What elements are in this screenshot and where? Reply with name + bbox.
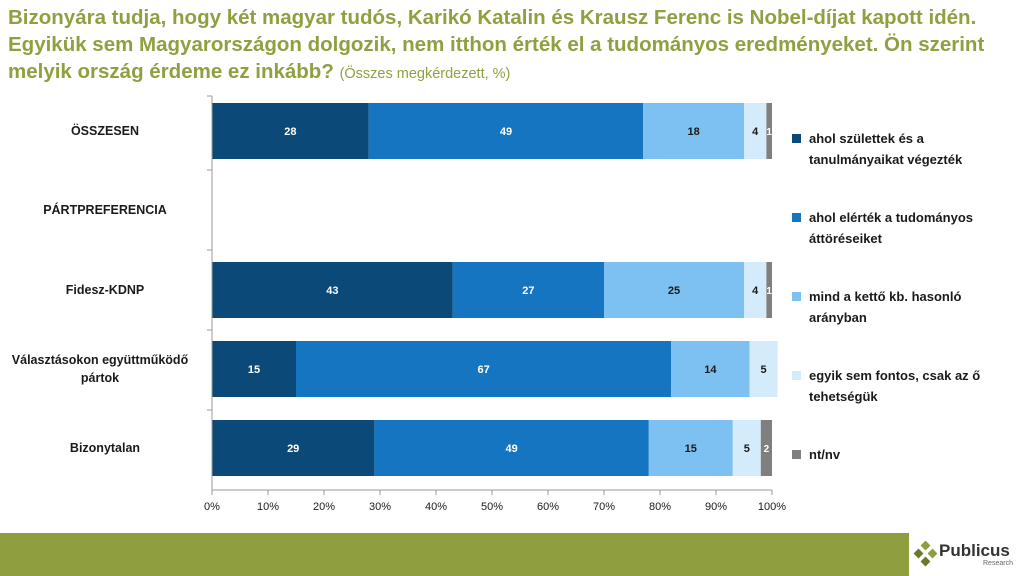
bar-segment <box>760 420 772 476</box>
data-label: 28 <box>284 126 296 138</box>
x-tick-label: 30% <box>369 501 391 513</box>
bar-segment <box>766 103 772 159</box>
x-tick-label: 70% <box>593 501 615 513</box>
data-label: 5 <box>744 443 750 455</box>
data-label: 1 <box>766 127 772 138</box>
legend-label: egyik sem fontos, csak az ő tehetségük <box>809 368 981 404</box>
stacked-bar-chart: 28 49 18 4 143 27 25 4 115 67 14 529 49 15 5 20% 10% 20% 3… <box>204 95 786 513</box>
legend-swatch <box>792 134 801 143</box>
data-label: 18 <box>687 126 699 138</box>
data-label: 29 <box>287 443 299 455</box>
x-tick-label: 60% <box>537 501 559 513</box>
bar-segment <box>744 262 767 318</box>
legend-label: nt/nv <box>809 447 841 462</box>
bar-segment <box>671 341 750 397</box>
publicus-logo-icon <box>913 541 938 567</box>
chart-title-main: Bizonyára tudja, hogy két magyar tudós, … <box>8 6 985 83</box>
data-label: 14 <box>704 364 717 376</box>
bar-segment <box>643 103 744 159</box>
data-label: 4 <box>752 126 759 138</box>
bar-segment <box>766 262 772 318</box>
brand-name: Publicus <box>939 541 1010 560</box>
x-tick-label: 90% <box>705 501 727 513</box>
bar-segment <box>604 262 744 318</box>
data-label: 25 <box>668 285 680 297</box>
data-label: 43 <box>326 285 338 297</box>
legend-swatch <box>792 450 801 459</box>
brand-sub: Research <box>983 560 1013 567</box>
publicus-logo: Publicus Research <box>909 533 1024 576</box>
category-label: Választásokon együttműködő pártok <box>11 353 189 385</box>
x-tick-label: 50% <box>481 501 503 513</box>
x-tick-label: 10% <box>257 501 279 513</box>
bar-segment <box>212 341 296 397</box>
data-label: 67 <box>477 364 489 376</box>
legend-label: mind a kettő kb. hasonló arányban <box>809 289 962 325</box>
bar-segment <box>749 341 778 397</box>
x-tick-label: 0% <box>204 501 220 513</box>
category-label: Bizonytalan <box>69 441 141 455</box>
x-tick-label: 20% <box>313 501 335 513</box>
data-label: 4 <box>752 285 759 297</box>
data-label: 27 <box>522 285 534 297</box>
category-label: ÖSSZESEN <box>70 124 140 138</box>
legend-swatch <box>792 292 801 301</box>
x-tick-label: 100% <box>758 501 786 513</box>
category-label: Fidesz-KDNP <box>65 283 145 297</box>
data-label: 49 <box>500 126 512 138</box>
legend-swatch <box>792 371 801 380</box>
bar-segment <box>732 420 761 476</box>
legend-label: ahol elérték a tudományos áttöréseiket <box>809 210 973 246</box>
bar-segment <box>744 103 767 159</box>
bar-segment <box>452 262 604 318</box>
bar-segment <box>648 420 733 476</box>
category-label: PÁRTPREFERENCIA <box>43 203 167 217</box>
bar-segment <box>212 103 369 159</box>
data-label: 5 <box>761 364 767 376</box>
x-tick-label: 80% <box>649 501 671 513</box>
x-tick-label: 40% <box>425 501 447 513</box>
data-label: 15 <box>685 443 697 455</box>
chart-title: Bizonyára tudja, hogy két magyar tudós, … <box>8 4 1008 88</box>
bar-segment <box>374 420 649 476</box>
data-label: 1 <box>766 286 772 297</box>
data-label: 2 <box>764 444 770 455</box>
bar-segment <box>212 420 375 476</box>
bar-segment <box>368 103 644 159</box>
legend-swatch <box>792 213 801 222</box>
footer-bar <box>0 533 1024 576</box>
chart-subtitle: (Összes megkérdezett, %) <box>339 66 511 82</box>
bar-segment <box>212 262 453 318</box>
data-label: 15 <box>248 364 260 376</box>
legend-label: ahol születtek és a tanulmányaikat végez… <box>809 131 963 167</box>
bar-segment <box>296 341 672 397</box>
data-label: 49 <box>505 443 517 455</box>
